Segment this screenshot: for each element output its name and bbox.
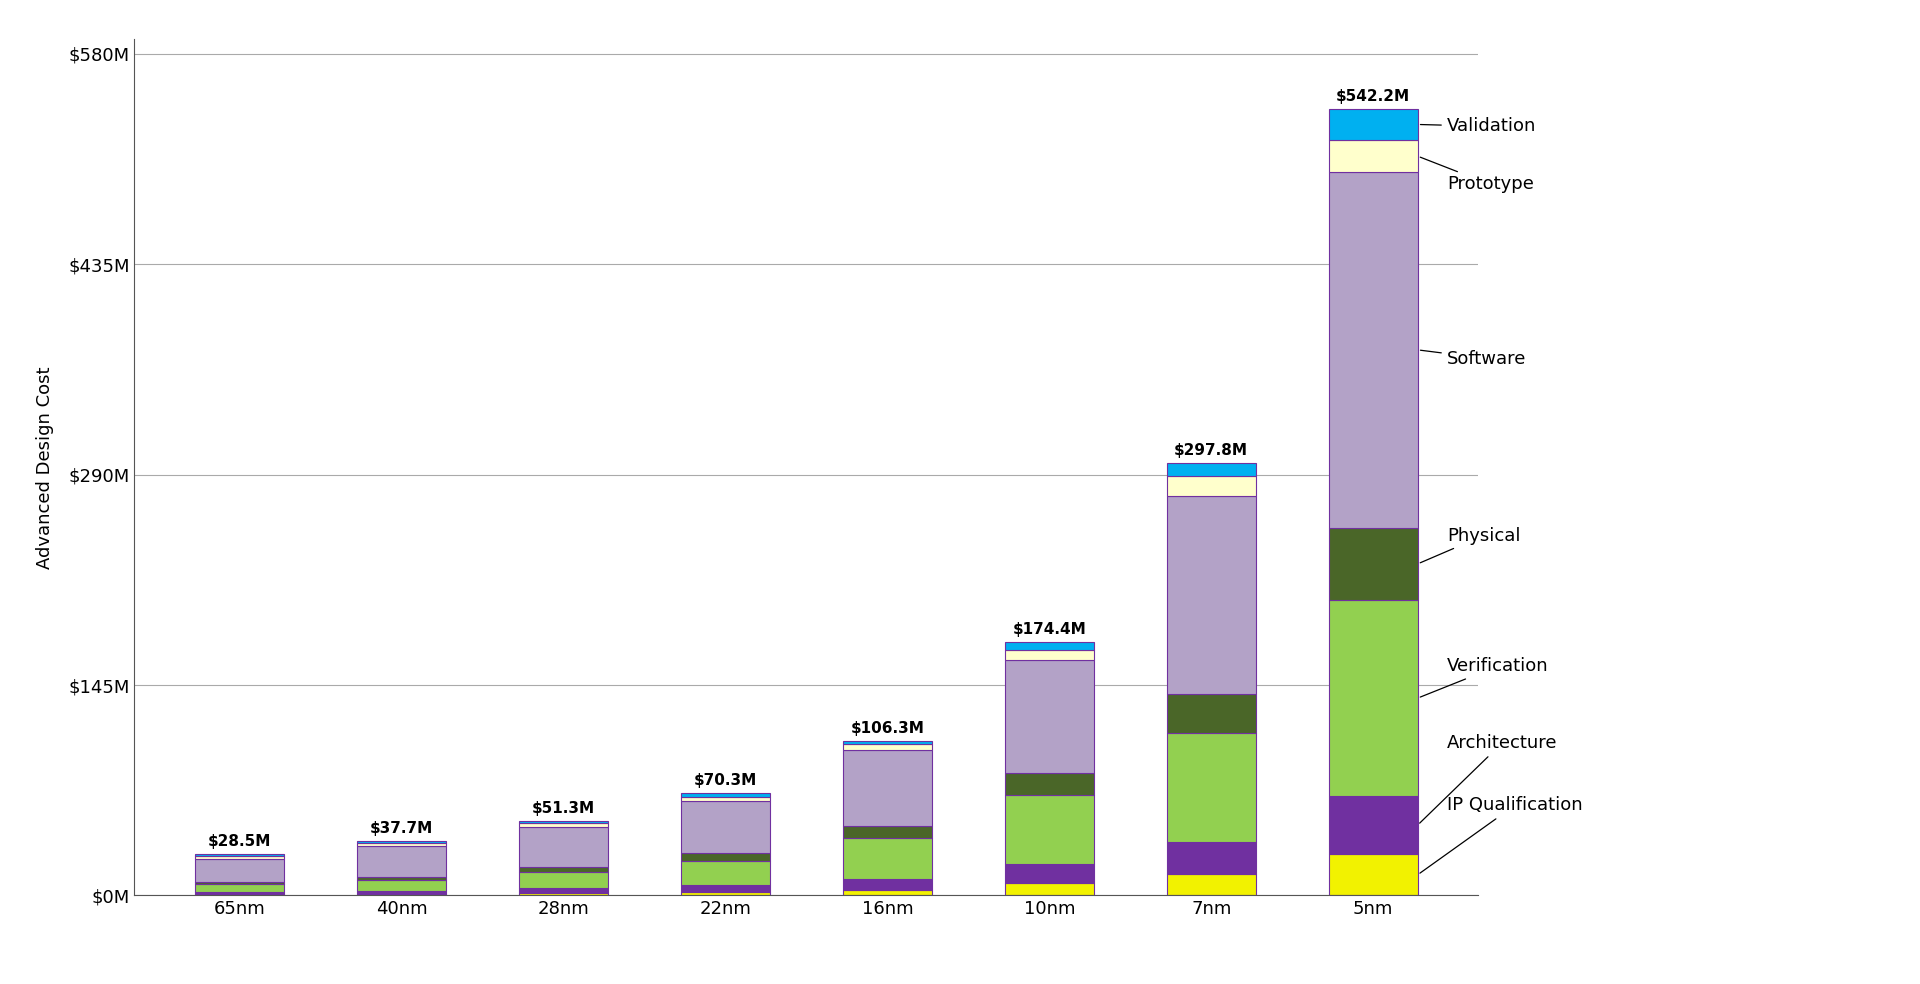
Bar [843, 838, 931, 879]
Bar [1329, 527, 1417, 600]
Bar [1004, 659, 1094, 772]
Bar [1004, 772, 1094, 795]
Bar [843, 744, 931, 751]
Bar [1329, 854, 1417, 895]
Bar [518, 821, 609, 824]
Bar [518, 889, 609, 892]
Text: $28.5M: $28.5M [207, 834, 271, 849]
Text: IP Qualification: IP Qualification [1421, 796, 1582, 873]
Text: Architecture: Architecture [1419, 734, 1557, 824]
Bar [1004, 650, 1094, 659]
Bar [682, 886, 770, 892]
Bar [518, 872, 609, 889]
Bar [1329, 108, 1417, 140]
Text: Verification: Verification [1421, 657, 1548, 697]
Bar [518, 827, 609, 867]
Bar [357, 893, 445, 895]
Bar [682, 797, 770, 801]
Text: $174.4M: $174.4M [1012, 622, 1087, 638]
Bar [682, 861, 770, 886]
Bar [682, 793, 770, 797]
Bar [196, 894, 284, 895]
Text: Prototype: Prototype [1421, 157, 1534, 194]
Text: $106.3M: $106.3M [851, 721, 924, 736]
Bar [682, 801, 770, 853]
Bar [357, 843, 445, 846]
Bar [196, 854, 284, 856]
Bar [1329, 796, 1417, 854]
Bar [1329, 140, 1417, 172]
Bar [1167, 463, 1256, 476]
Bar [196, 884, 284, 892]
Bar [357, 877, 445, 880]
Bar [1167, 496, 1256, 694]
Bar [1004, 643, 1094, 650]
Bar [1004, 883, 1094, 895]
Bar [518, 892, 609, 895]
Bar [682, 892, 770, 895]
Bar [357, 846, 445, 877]
Bar [843, 879, 931, 890]
Bar [1167, 841, 1256, 874]
Bar [682, 853, 770, 861]
Text: $542.2M: $542.2M [1336, 89, 1409, 103]
Bar [1167, 476, 1256, 496]
Text: Physical: Physical [1421, 526, 1521, 563]
Bar [196, 859, 284, 882]
Text: $297.8M: $297.8M [1175, 443, 1248, 459]
Bar [518, 867, 609, 872]
Bar [357, 891, 445, 893]
Bar [196, 892, 284, 894]
Bar [843, 890, 931, 895]
Bar [196, 856, 284, 859]
Bar [1004, 795, 1094, 864]
Text: Software: Software [1421, 349, 1526, 368]
Bar [1167, 874, 1256, 895]
Bar [1167, 733, 1256, 841]
Bar [518, 824, 609, 827]
Bar [843, 751, 931, 826]
Bar [357, 840, 445, 843]
Text: $37.7M: $37.7M [371, 821, 434, 835]
Bar [1329, 600, 1417, 796]
Bar [196, 882, 284, 884]
Bar [1004, 864, 1094, 883]
Bar [843, 741, 931, 744]
Text: $70.3M: $70.3M [693, 773, 756, 788]
Text: $51.3M: $51.3M [532, 801, 595, 816]
Bar [357, 880, 445, 891]
Bar [1329, 172, 1417, 527]
Bar [843, 826, 931, 838]
Y-axis label: Advanced Design Cost: Advanced Design Cost [36, 366, 54, 569]
Text: Validation: Validation [1421, 117, 1536, 136]
Bar [1167, 694, 1256, 733]
